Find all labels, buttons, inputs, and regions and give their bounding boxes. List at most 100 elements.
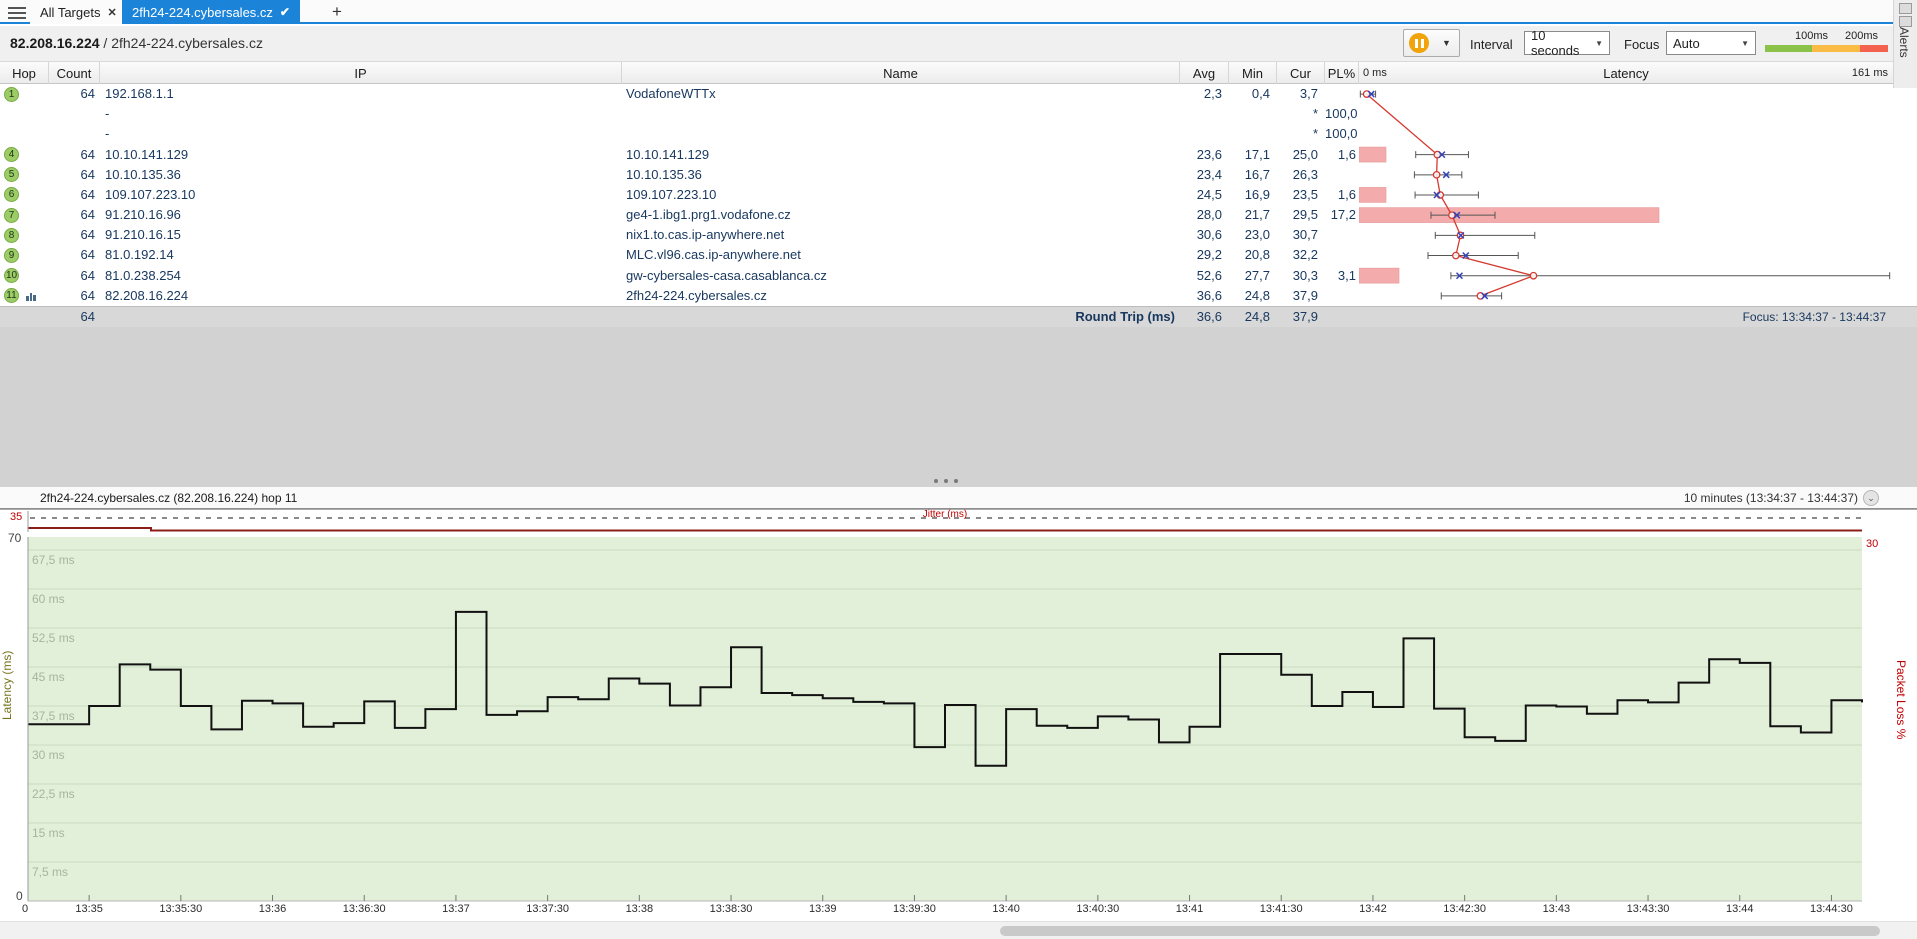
trace-rows: 1 64 192.168.1.1 VodafoneWTTx 2,3 0,4 3,7 - * 100… [0, 84, 1893, 306]
column-header-latency[interactable]: 0 ms Latency 161 ms [1359, 62, 1893, 84]
empty-panel-area [0, 327, 1917, 487]
table-row[interactable]: 8 64 91.210.16.15 nix1.to.cas.ip-anywhere.n… [0, 225, 1893, 245]
name-cell: ge4-1.ibg1.prg1.vodafone.cz [626, 207, 791, 223]
pause-icon [1409, 33, 1429, 53]
x-axis-tick-label: 13:35:30 [159, 903, 203, 915]
column-header-avg[interactable]: Avg [1180, 62, 1229, 84]
count-cell: 64 [80, 166, 95, 182]
x-axis-tick-label: 13:36:30 [342, 903, 386, 915]
cur-cell: 30,7 [1292, 227, 1318, 243]
x-axis-tick-label: 13:40 [992, 903, 1020, 915]
hop-number-badge: 5 [4, 167, 19, 183]
avg-cell: 23,4 [1196, 166, 1222, 182]
x-axis-tick-label: 13:44:30 [1810, 903, 1853, 915]
hop-number-badge: 7 [4, 207, 19, 223]
dock-panel-icon[interactable] [1899, 16, 1912, 27]
table-row[interactable]: 1 64 192.168.1.1 VodafoneWTTx 2,3 0,4 3,7 [0, 84, 1893, 104]
pl-cell: 1,6 [1337, 186, 1356, 202]
avg-cell: 2,3 [1203, 86, 1222, 101]
avg-cell: 52,6 [1196, 267, 1222, 283]
table-row[interactable]: - * 100,0 [0, 104, 1893, 124]
interval-select[interactable]: 10 seconds ▼ [1524, 28, 1610, 58]
right-axis-title: Packet Loss % [1894, 660, 1908, 740]
cur-cell: * [1312, 106, 1318, 122]
timeline-header: 2fh24-224.cybersales.cz (82.208.16.224) … [0, 487, 1917, 509]
tab-active-target[interactable]: 2fh24-224.cybersales.cz ✔ [122, 0, 300, 24]
latency-scale-max: 161 ms [1851, 67, 1888, 79]
count-cell: 64 [80, 227, 95, 243]
table-row[interactable]: 10 64 81.0.238.254 gw-cybersales-casa.casab… [0, 266, 1893, 286]
x-axis-tick-label: 13:36 [258, 903, 287, 915]
pl-cell: 1,6 [1337, 146, 1356, 162]
hop-number-badge: 8 [4, 227, 19, 243]
timeline-range-button[interactable]: ⌄ [1863, 490, 1879, 506]
column-header-count[interactable]: Count [49, 62, 100, 84]
scrollbar-thumb[interactable] [1000, 926, 1880, 936]
column-header-min[interactable]: Min [1229, 62, 1277, 84]
svg-text:7,5 ms: 7,5 ms [32, 865, 68, 879]
table-row[interactable]: 5 64 10.10.135.36 10.10.135.36 23,4 16,7 26,3 [0, 165, 1893, 185]
new-tab-button[interactable]: + [332, 2, 342, 21]
column-header-name[interactable]: Name [622, 62, 1180, 84]
latency-timeline-chart[interactable]: 67,5 ms 60 ms 52,5 ms 45 ms 37,5 ms 30 ms 22,5… [0, 535, 1917, 905]
x-axis-tick-label: 13:39 [808, 903, 837, 915]
round-trip-row[interactable]: 64 Round Trip (ms) 36,6 24,8 37,9 Focus:… [0, 306, 1917, 327]
latency-whisker-graph[interactable] [1359, 84, 1893, 306]
x-axis-tick-label: 13:41:30 [1259, 903, 1303, 915]
dock-panel-icon[interactable] [1899, 3, 1912, 14]
y-axis-title: Latency (ms) [0, 650, 14, 720]
focus-label: Focus [1624, 37, 1660, 52]
interval-value: 10 seconds [1531, 28, 1580, 58]
column-header-cur[interactable]: Cur [1277, 62, 1325, 84]
x-axis-tick-label: 13:37:30 [526, 903, 570, 915]
cur-cell: 26,3 [1292, 166, 1318, 182]
pl-cell: 3,1 [1337, 267, 1356, 283]
table-row[interactable]: 11 64 82.208.16.224 2fh24-224.cybersales.cz… [0, 286, 1893, 306]
column-header-ip[interactable]: IP [100, 62, 622, 84]
tab-all-targets[interactable]: All Targets ✕ [30, 0, 127, 24]
x-axis-tick-label: 13:43:30 [1626, 903, 1670, 915]
ip-cell: 81.0.238.254 [105, 267, 181, 283]
splitter-handle[interactable] [934, 479, 958, 483]
pause-menu-button[interactable]: ▼ [1434, 29, 1460, 57]
ip-cell: - [105, 106, 110, 122]
focus-select[interactable]: Auto ▼ [1666, 31, 1756, 55]
horizontal-scrollbar[interactable] [0, 921, 1917, 939]
column-header-pl[interactable]: PL% [1325, 62, 1359, 84]
pl-cell: 17,2 [1330, 207, 1356, 223]
min-cell: 17,1 [1244, 146, 1270, 162]
timeline-range-label: 10 minutes (13:34:37 - 13:44:37) [1683, 491, 1858, 505]
column-header-hop[interactable]: Hop [0, 62, 49, 84]
legend-bar [1765, 45, 1888, 52]
table-row[interactable]: 9 64 81.0.192.14 MLC.vl96.cas.ip-anywhere.n… [0, 245, 1893, 265]
x-axis-tick-label: 13:38:30 [709, 903, 753, 915]
tab-active-label: 2fh24-224.cybersales.cz [132, 4, 273, 20]
tab-bar: All Targets ✕ 2fh24-224.cybersales.cz ✔ … [0, 0, 1917, 24]
round-trip-label: Round Trip (ms) [1075, 309, 1175, 324]
table-row[interactable]: 4 64 10.10.141.129 10.10.141.129 23,6 17,1 25,… [0, 145, 1893, 165]
x-axis-tick-label: 13:37 [442, 903, 470, 915]
x-axis-clipped-label: 0 [22, 903, 29, 915]
name-cell: nix1.to.cas.ip-anywhere.net [626, 227, 785, 243]
menu-icon[interactable] [8, 4, 26, 20]
right-dock-strip: Alerts [1893, 0, 1917, 88]
min-cell: 16,7 [1244, 166, 1270, 182]
table-row[interactable]: 7 64 91.210.16.96 ge4-1.ibg1.prg1.vodafone.… [0, 205, 1893, 225]
target-ip: 82.208.16.224 [10, 35, 100, 51]
alerts-side-tab[interactable]: Alerts [1897, 27, 1911, 58]
name-cell: 2fh24-224.cybersales.cz [626, 287, 767, 303]
close-icon[interactable]: ✕ [107, 6, 117, 19]
table-row[interactable]: 6 64 109.107.223.10 109.107.223.10 24,5 16,9 2… [0, 185, 1893, 205]
x-axis-labels: 0 13:35 13:35:30 13:36 13:36:30 13:37 13:37:3… [0, 903, 1917, 919]
focus-value: Auto [1673, 35, 1700, 51]
avg-cell: 30,6 [1196, 227, 1222, 243]
pl-cell [1325, 84, 1356, 104]
jitter-strip: 35 Jitter (ms) [0, 509, 1917, 534]
svg-text:30 ms: 30 ms [32, 748, 65, 762]
timeline-plot-area[interactable]: 67,5 ms 60 ms 52,5 ms 45 ms 37,5 ms 30 ms 22,5… [0, 531, 1917, 905]
jitter-axis-max: 35 [10, 511, 23, 523]
pause-button[interactable] [1403, 29, 1435, 57]
round-trip-cur: 37,9 [1292, 309, 1318, 324]
table-row[interactable]: - * 100,0 [0, 124, 1893, 144]
ip-cell: - [105, 126, 110, 142]
